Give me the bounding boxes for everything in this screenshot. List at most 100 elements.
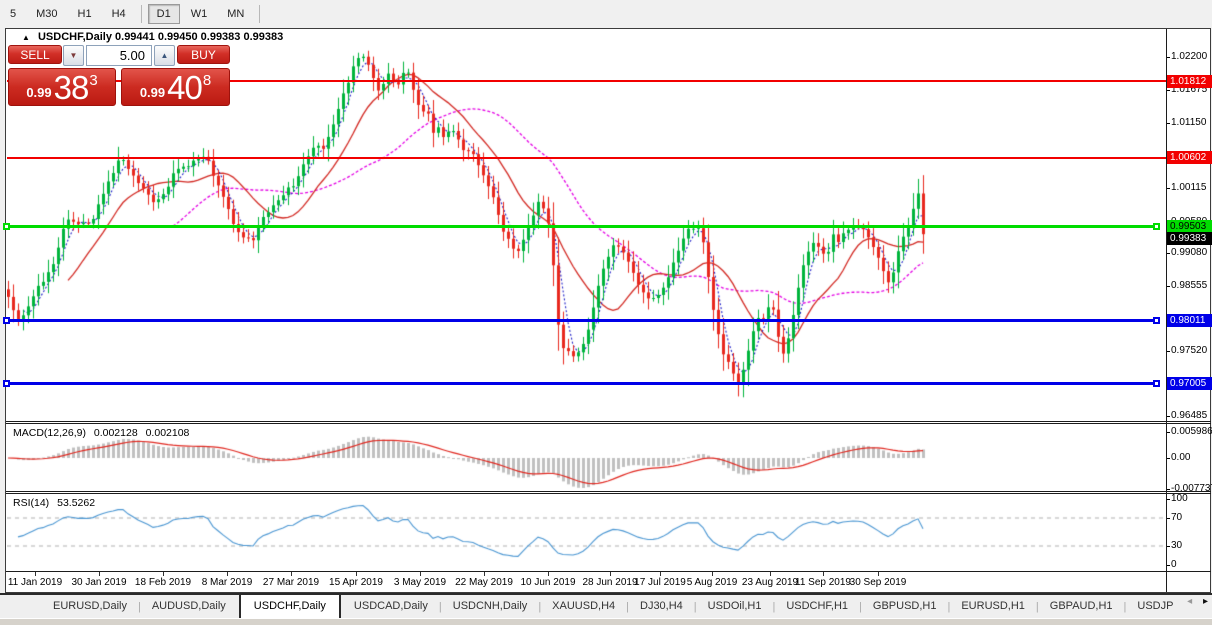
resistance-line[interactable] [7, 156, 1166, 159]
spin-down-icon: ▼ [69, 51, 78, 60]
support-line[interactable] [7, 318, 1155, 322]
support-line-handle[interactable] [3, 380, 10, 388]
price-axis-tick [1166, 253, 1170, 255]
tab-gbpusd-h1[interactable]: GBPUSD,H1 [872, 600, 937, 612]
price-axis-label: 1.01150 [1171, 117, 1207, 129]
date-axis-tick [660, 572, 661, 576]
panel-separator [6, 493, 1211, 494]
support-line-handle[interactable] [1153, 316, 1160, 324]
date-axis-tick [163, 572, 164, 576]
tab-usdchf-h1[interactable]: USDCHF,H1 [786, 600, 849, 612]
buy-button[interactable]: BUY [177, 45, 230, 64]
tab-usdjp[interactable]: USDJP [1137, 600, 1174, 612]
tab-separator: | [859, 600, 862, 613]
timeframe-button-d1[interactable]: D1 [147, 4, 180, 24]
resistance-line[interactable] [7, 80, 1166, 83]
timeframe-button-m30[interactable]: M30 [36, 8, 58, 20]
sell-price-pipette: 3 [89, 71, 98, 89]
support-line[interactable] [7, 382, 1155, 386]
macd-indicator-canvas[interactable] [7, 424, 1166, 490]
tab-scroll-left-icon[interactable]: ◂ [1187, 596, 1193, 607]
tab-separator: | [947, 600, 951, 613]
alert-line-handle[interactable] [1153, 223, 1160, 231]
alert-price-badge: 0.99503 [1167, 220, 1212, 234]
tab-usdcnh-daily[interactable]: USDCNH,Daily [452, 600, 528, 612]
date-axis-label: 30 Jan 2019 [71, 577, 127, 588]
current-price-badge: 0.99383 [1167, 232, 1212, 246]
sell-price-prefix: 0.99 [26, 84, 52, 100]
tab-separator: | [137, 600, 141, 613]
resistance-price-badge: 1.01812 [1167, 74, 1212, 88]
timeframe-button-h4[interactable]: H4 [111, 8, 126, 20]
price-axis-border [1166, 29, 1167, 592]
spin-up-icon: ▲ [160, 51, 169, 60]
date-axis-label: 10 Jun 2019 [520, 577, 576, 588]
date-axis-label: 5 Aug 2019 [686, 577, 738, 588]
date-axis-tick [548, 572, 549, 576]
tab-scroll-right-icon[interactable]: ▸ [1202, 596, 1208, 607]
tab-audusd-daily[interactable]: AUDUSD,Daily [151, 600, 226, 612]
toolbar-separator [259, 5, 261, 23]
price-axis-label: 0.97520 [1171, 345, 1208, 357]
date-axis-tick [823, 572, 824, 576]
timeframe-button-h1[interactable]: H1 [77, 8, 92, 20]
rsi-axis-label: 70 [1171, 512, 1183, 523]
tab-usdchf-daily[interactable]: USDCHF,Daily [238, 595, 341, 618]
rsi-indicator-canvas[interactable] [7, 495, 1166, 570]
macd-name: MACD(12,26,9) [13, 427, 86, 439]
timeframe-button-5[interactable]: 5 [10, 8, 17, 20]
timeframe-button-mn[interactable]: MN [227, 8, 245, 20]
tab-usdoil-h1[interactable]: USDOil,H1 [707, 600, 762, 612]
macd-axis-label: -0.007737 [1171, 483, 1212, 494]
rsi-label: RSI(14) 53.5262 [13, 497, 100, 509]
macd-axis-label: 0.00 [1171, 452, 1191, 463]
buy-price-big: 40 [167, 68, 203, 106]
date-axis-label: 22 May 2019 [455, 577, 513, 588]
date-axis-separator [6, 571, 1211, 572]
tab-eurusd-daily[interactable]: EURUSD,Daily [53, 600, 127, 612]
date-axis-label: 11 Sep 2019 [795, 577, 851, 588]
sell-price-box[interactable]: 0.99 38 3 [8, 68, 116, 106]
tab-separator: | [693, 600, 697, 613]
tab-gbpaud-h1[interactable]: GBPAUD,H1 [1049, 600, 1113, 612]
macd-axis-tick [1166, 432, 1170, 433]
support-price-badge: 0.97005 [1167, 377, 1212, 391]
rsi-value: 53.5262 [57, 497, 96, 509]
panel-separator[interactable] [6, 421, 1211, 422]
date-axis-label: 8 Mar 2019 [201, 577, 253, 588]
date-axis-tick [99, 572, 100, 576]
volume-increase-button[interactable]: ▲ [154, 45, 175, 66]
tab-dj30-h4[interactable]: DJ30,H4 [640, 600, 683, 612]
panel-separator[interactable] [6, 491, 1211, 492]
tab-eurusd-h1[interactable]: EURUSD,H1 [961, 600, 1025, 612]
buy-price-box[interactable]: 0.99 40 8 [121, 68, 230, 106]
macd-value-1: 0.002128 [93, 427, 138, 439]
sell-button[interactable]: SELL [8, 45, 62, 64]
price-axis-label: 0.98555 [1171, 280, 1208, 292]
volume-decrease-button[interactable]: ▼ [63, 45, 84, 66]
price-axis-tick [1166, 351, 1170, 353]
timeframe-button-w1[interactable]: W1 [190, 8, 208, 20]
price-axis-tick [1166, 90, 1170, 92]
alert-line[interactable] [7, 225, 1155, 229]
rsi-axis-label: 0 [1171, 559, 1177, 570]
tab-separator: | [1123, 600, 1127, 613]
collapse-chart-icon[interactable]: ▲ [22, 33, 30, 42]
tab-xauusd-h4[interactable]: XAUUSD,H4 [552, 600, 616, 612]
macd-label: MACD(12,26,9) 0.002128 0.002108 [13, 427, 194, 439]
date-axis-label: 17 Jul 2019 [634, 577, 686, 588]
buy-price-prefix: 0.99 [139, 84, 166, 100]
date-axis-label: 30 Sep 2019 [849, 577, 907, 588]
alert-line-handle[interactable] [3, 223, 10, 231]
price-axis-tick [1166, 416, 1170, 418]
support-line-handle[interactable] [1153, 380, 1160, 388]
tab-usdcad-daily[interactable]: USDCAD,Daily [353, 600, 428, 612]
price-axis-tick [1166, 57, 1170, 58]
status-strip [0, 618, 1212, 625]
date-axis-tick [610, 572, 611, 576]
volume-input[interactable] [86, 45, 152, 66]
support-price-badge: 0.98011 [1167, 313, 1212, 327]
date-axis-label: 3 May 2019 [393, 577, 447, 588]
support-line-handle[interactable] [3, 316, 10, 324]
